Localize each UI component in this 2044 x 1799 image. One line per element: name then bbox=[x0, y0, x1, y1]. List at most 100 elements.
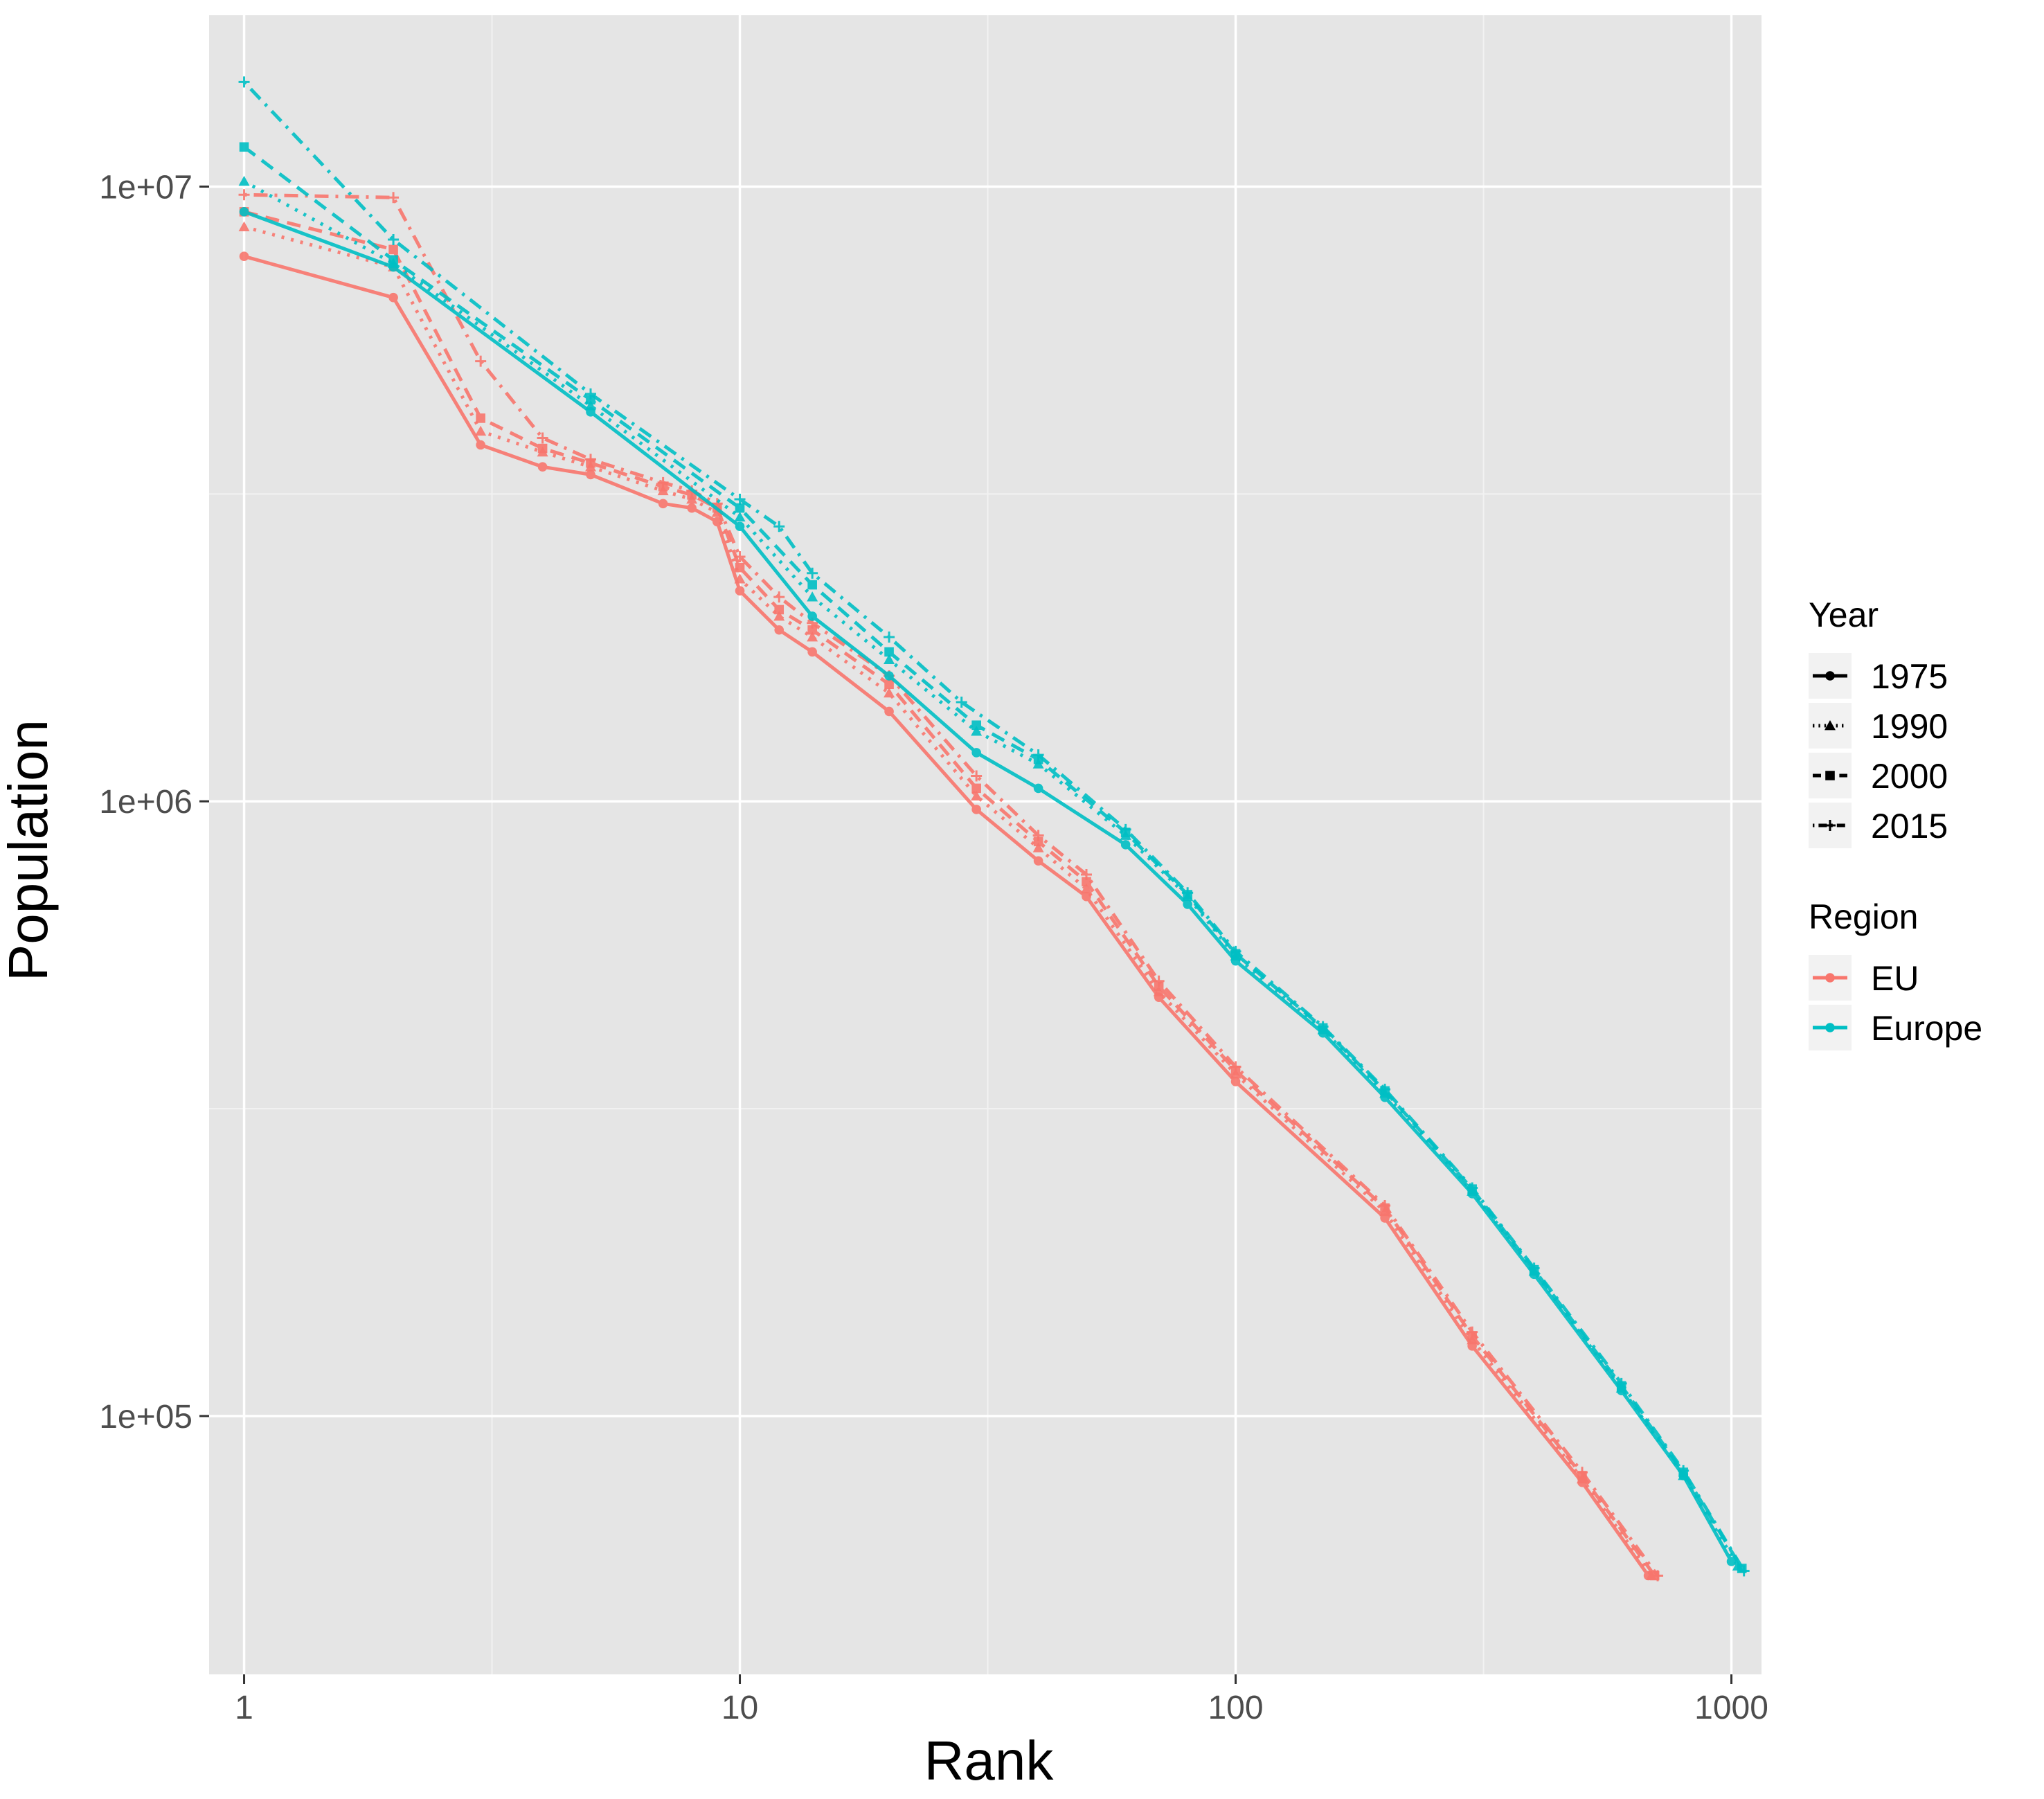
data-point bbox=[238, 175, 250, 186]
data-point bbox=[1652, 1570, 1664, 1582]
y-tick-label: 1e+07 bbox=[99, 169, 192, 206]
data-point bbox=[1379, 1199, 1391, 1211]
data-point bbox=[1081, 869, 1092, 881]
data-point bbox=[884, 687, 895, 698]
x-axis-title: Rank bbox=[924, 1730, 1055, 1791]
data-point bbox=[388, 233, 400, 245]
data-point bbox=[884, 706, 894, 717]
legend-title: Year bbox=[1809, 596, 1879, 634]
data-point bbox=[239, 251, 249, 262]
data-point bbox=[807, 580, 817, 590]
data-point bbox=[971, 748, 981, 758]
data-point bbox=[1032, 842, 1044, 852]
data-point bbox=[1153, 975, 1165, 987]
data-point bbox=[388, 192, 400, 204]
legend-label: Europe bbox=[1871, 1009, 1982, 1048]
data-point bbox=[807, 632, 818, 642]
data-point bbox=[1033, 836, 1043, 847]
data-point bbox=[971, 805, 981, 814]
data-point bbox=[475, 355, 487, 367]
y-axis-title: Population bbox=[0, 719, 59, 981]
data-point bbox=[388, 255, 398, 265]
data-point bbox=[971, 783, 981, 794]
data-point bbox=[773, 591, 785, 603]
data-point bbox=[807, 625, 817, 635]
data-point bbox=[388, 292, 398, 303]
data-point bbox=[1467, 1326, 1478, 1338]
legend-label: 2015 bbox=[1871, 807, 1948, 845]
data-point bbox=[1183, 900, 1192, 909]
plot-panel bbox=[209, 15, 1761, 1674]
data-point bbox=[735, 562, 745, 573]
legend-marker bbox=[1825, 1023, 1835, 1032]
data-point bbox=[971, 770, 983, 782]
data-point bbox=[1120, 823, 1131, 835]
legend-item-1975: 1975 bbox=[1809, 653, 1948, 699]
legend-label: 2000 bbox=[1871, 757, 1948, 796]
data-point bbox=[774, 625, 785, 635]
data-point bbox=[1317, 1021, 1329, 1032]
data-point bbox=[1033, 856, 1043, 866]
axes: 1 10 100 1000 1e+05 1e+06 1e+07 bbox=[99, 169, 1768, 1726]
x-tick-label: 100 bbox=[1208, 1690, 1263, 1726]
legend-item-2015: 2015 bbox=[1809, 803, 1948, 848]
data-point bbox=[734, 551, 746, 562]
data-point bbox=[807, 567, 818, 579]
x-tick-label: 10 bbox=[721, 1690, 758, 1726]
legend-item-2000: 2000 bbox=[1809, 753, 1948, 798]
data-point bbox=[1082, 877, 1091, 887]
data-point bbox=[476, 413, 485, 423]
data-point bbox=[1230, 945, 1241, 957]
legend-marker bbox=[1825, 720, 1836, 731]
legend-item-eu: EU bbox=[1809, 955, 1919, 1001]
data-point bbox=[537, 462, 548, 472]
minor-gridlines bbox=[209, 15, 1761, 1674]
legend-label: 1975 bbox=[1871, 657, 1948, 696]
legend-marker bbox=[1825, 820, 1836, 831]
data-point bbox=[1738, 1565, 1750, 1577]
legend-marker bbox=[1825, 973, 1835, 983]
data-point bbox=[734, 494, 746, 505]
data-point bbox=[971, 726, 983, 736]
data-point bbox=[658, 499, 668, 509]
data-point bbox=[1153, 986, 1165, 996]
data-point bbox=[734, 511, 746, 522]
legend-title: Region bbox=[1809, 897, 1918, 936]
data-point bbox=[735, 503, 745, 513]
data-point bbox=[1726, 1557, 1737, 1566]
series-line bbox=[243, 179, 1739, 1567]
legend-label: EU bbox=[1871, 959, 1919, 998]
data-point bbox=[585, 388, 596, 400]
series-eu-2015 bbox=[238, 189, 1664, 1582]
data-point bbox=[735, 521, 745, 532]
data-point bbox=[884, 671, 894, 681]
data-point bbox=[807, 647, 817, 657]
x-tick-label: 1000 bbox=[1694, 1690, 1768, 1726]
data-point bbox=[238, 189, 250, 201]
data-point bbox=[1032, 830, 1044, 841]
data-point bbox=[807, 591, 818, 602]
series-europe-2015 bbox=[238, 76, 1750, 1577]
data-point bbox=[1379, 1084, 1391, 1095]
data-point bbox=[687, 503, 697, 513]
data-point bbox=[956, 696, 967, 708]
data-point bbox=[884, 632, 895, 643]
legend-marker bbox=[1825, 671, 1835, 681]
legend-item-europe: Europe bbox=[1809, 1005, 1982, 1050]
data-point bbox=[1033, 783, 1043, 794]
data-point bbox=[734, 573, 746, 584]
data-point bbox=[773, 521, 785, 532]
data-point bbox=[239, 142, 249, 152]
data-point bbox=[537, 432, 548, 444]
series-layer bbox=[238, 76, 1750, 1582]
data-point bbox=[1081, 883, 1093, 894]
data-point bbox=[1120, 840, 1131, 850]
data-point bbox=[884, 647, 894, 657]
data-point bbox=[238, 76, 250, 88]
data-point bbox=[239, 207, 249, 217]
major-gridlines bbox=[209, 15, 1761, 1674]
data-point bbox=[1528, 1262, 1540, 1274]
data-point bbox=[1032, 749, 1044, 761]
data-point bbox=[773, 610, 785, 621]
